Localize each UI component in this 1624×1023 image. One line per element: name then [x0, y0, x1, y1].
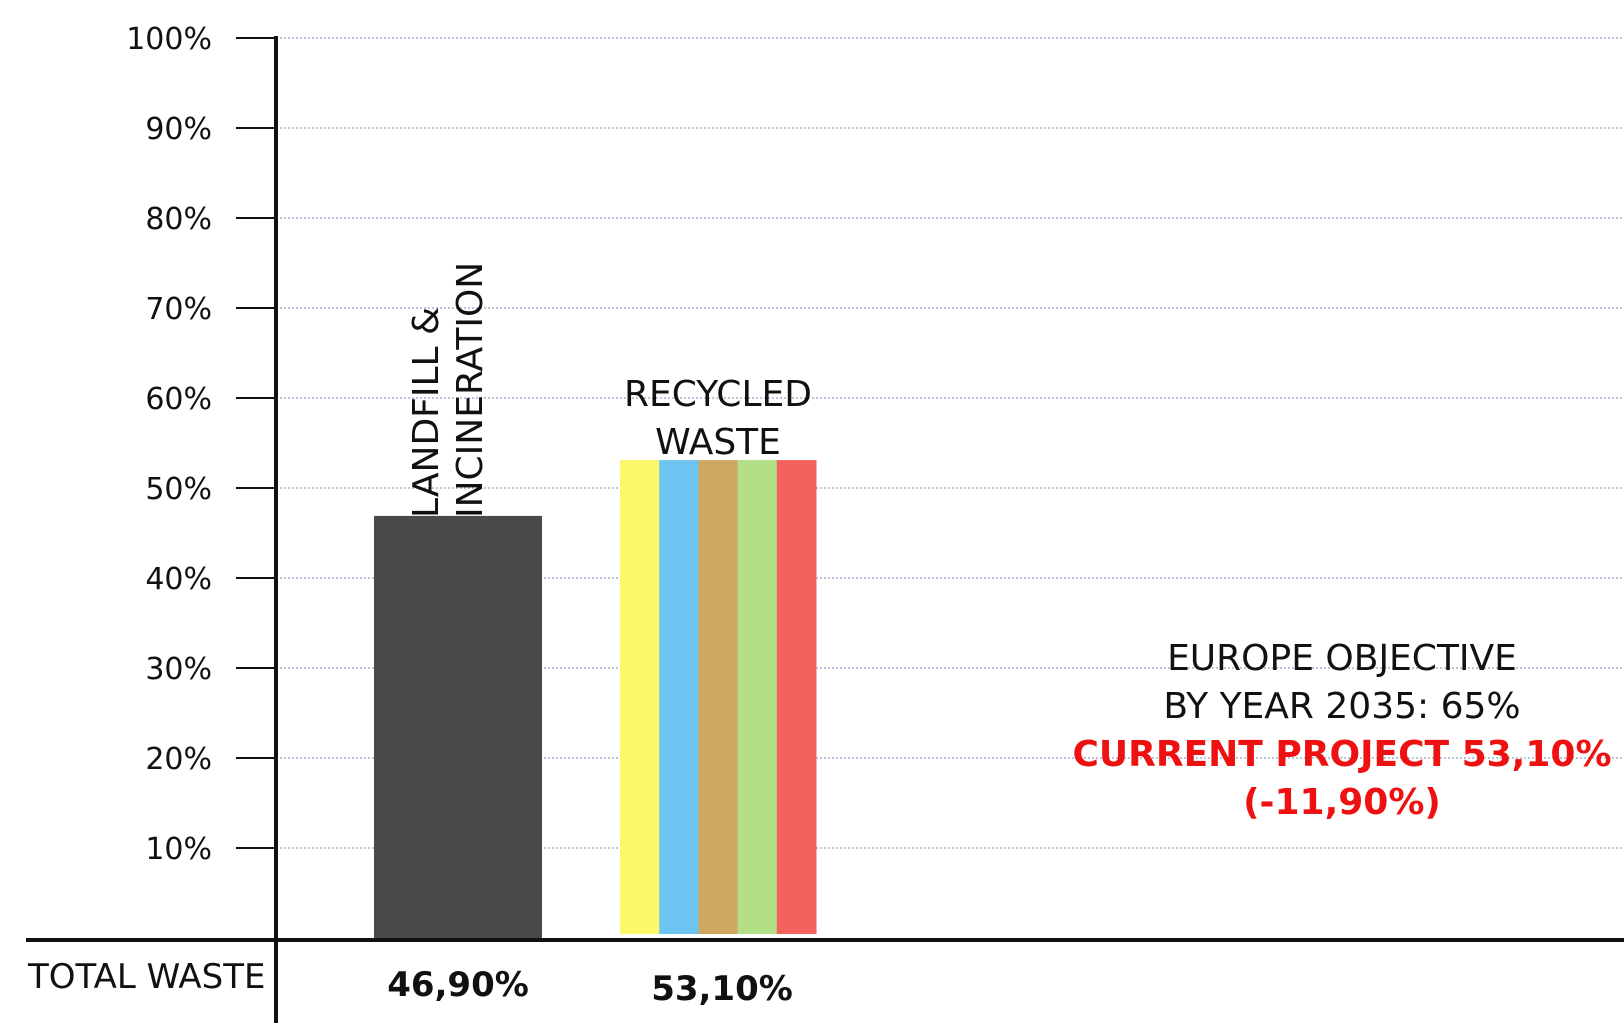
annotation-line-1: EUROPE OBJECTIVE	[1167, 638, 1517, 679]
tick-label-60: 60%	[145, 382, 212, 417]
objective-annotation: EUROPE OBJECTIVE BY YEAR 2035: 65% CURRE…	[1072, 638, 1611, 823]
tick-label-70: 70%	[145, 292, 212, 327]
y-axis-ticks: 10% 20% 30% 40% 50% 60% 70% 80% 90% 100%	[126, 22, 276, 867]
bar-recycled-stripe-5	[776, 460, 817, 934]
bar-label-landfill-line-1: LANDFILL &	[406, 307, 447, 518]
annotation-line-3: CURRENT PROJECT 53,10%	[1072, 734, 1611, 775]
value-label-landfill: 46,90%	[387, 965, 529, 1005]
bar-label-landfill-line-2: INCINERATION	[450, 262, 491, 518]
bar-recycled-stripe-3	[698, 460, 739, 934]
bar-recycled-stripe-4	[737, 460, 778, 934]
row-label-total-waste: TOTAL WASTE	[27, 957, 266, 997]
bar-label-recycled-line-2: WASTE	[655, 422, 781, 463]
tick-label-20: 20%	[145, 742, 212, 777]
bars: LANDFILL & INCINERATION 46,90% RECYCLED WAST…	[374, 262, 817, 1009]
bar-label-recycled-line-1: RECYCLED	[624, 374, 812, 415]
annotation-line-4: (-11,90%)	[1243, 782, 1441, 823]
annotation-line-2: BY YEAR 2035: 65%	[1163, 686, 1520, 727]
tick-label-80: 80%	[145, 202, 212, 237]
bar-landfill-incineration	[374, 515, 542, 938]
tick-label-90: 90%	[145, 112, 212, 147]
tick-label-50: 50%	[145, 472, 212, 507]
value-label-recycled: 53,10%	[651, 969, 793, 1009]
bar-recycled-stripe-2	[659, 460, 699, 934]
tick-label-10: 10%	[145, 832, 212, 867]
tick-label-100: 100%	[126, 22, 212, 57]
bar-recycled-stripe-1	[620, 460, 660, 934]
tick-label-30: 30%	[145, 652, 212, 687]
tick-label-40: 40%	[145, 562, 212, 597]
